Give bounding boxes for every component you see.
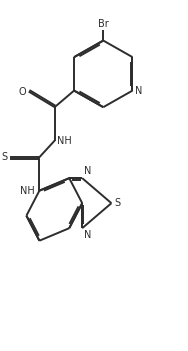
Text: O: O xyxy=(18,87,26,97)
Text: S: S xyxy=(114,198,120,208)
Text: N: N xyxy=(84,166,91,176)
Text: N: N xyxy=(135,86,142,95)
Text: S: S xyxy=(1,152,8,162)
Text: Br: Br xyxy=(98,19,109,29)
Text: N: N xyxy=(84,230,91,240)
Text: NH: NH xyxy=(20,186,35,196)
Text: NH: NH xyxy=(57,135,72,146)
